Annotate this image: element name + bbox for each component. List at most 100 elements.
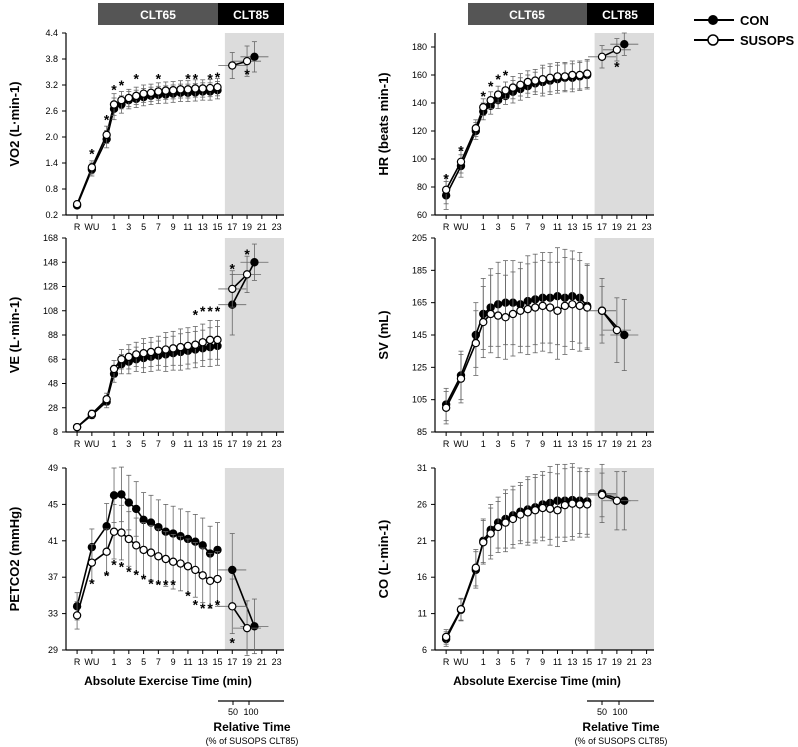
data-point [538,503,547,513]
data-point [132,541,141,550]
x-tick-label: 5 [141,222,146,232]
x-tick-label: 9 [540,222,545,232]
data-point [479,317,488,327]
significance-star: * [126,564,132,580]
x-tick-label: 9 [171,439,176,449]
significance-star: * [244,66,250,82]
x-tick-label: 19 [242,222,252,232]
data-point [582,303,592,312]
series-susops-relative [588,286,631,363]
legend-susops-marker [707,34,719,46]
data-point [560,72,570,81]
significance-star: * [111,81,117,97]
y-tick-label: 11 [418,609,427,619]
x-tick-label: R [443,222,450,232]
x-tick-label: 23 [272,222,282,232]
legend-con-marker [708,15,718,25]
y-tick-label: 85 [417,427,427,437]
series-line [76,89,218,206]
data-point [242,270,252,279]
data-point [479,102,488,112]
significance-star: * [230,260,236,276]
significance-star: * [170,576,176,592]
x-tick-label: 17 [597,222,607,232]
significance-star: * [193,71,199,87]
series-susops [441,466,592,645]
x-tick-label: 11 [183,439,192,449]
y-tick-label: 2.6 [45,106,58,116]
y-tick-label: 49 [48,463,58,473]
x-tick-label: 17 [227,439,237,449]
y-tick-label: 29 [48,645,58,655]
data-point [132,504,141,514]
data-point [501,518,510,527]
x-tick-label: 3 [126,657,131,667]
y-tick-label: 3.8 [45,54,58,64]
significance-star: * [156,71,162,87]
y-tick-label: 16 [417,572,427,582]
y-tick-label: 3.2 [45,80,58,90]
data-point [124,93,134,103]
series-line [445,502,588,638]
data-point [441,632,451,642]
y-tick-label: 68 [48,354,58,364]
x-tick-label: 9 [540,439,545,449]
data-point [523,77,532,87]
data-point [168,85,178,95]
relative-title-right: Relative Time [582,720,659,734]
significance-star: * [207,600,213,616]
y-tick-label: 6 [422,645,427,655]
data-point [516,510,525,519]
relative-subtitle-left: (% of SUSOPS CLT85) [206,736,299,746]
data-point [516,306,525,315]
x-tick-label: 23 [642,657,652,667]
x-tick-label: 11 [183,657,192,667]
data-point [242,56,252,66]
data-point [471,123,481,133]
data-point [183,341,193,351]
y-tick-label: 0.8 [45,184,58,194]
y-tick-label: 26 [417,499,427,509]
significance-star: * [200,303,206,319]
x-tick-label: 3 [126,439,131,449]
x-tick-label: 7 [156,657,161,667]
x-tick-label: 17 [597,439,607,449]
data-point [102,130,111,140]
data-point [146,548,156,557]
data-point [471,338,481,348]
significance-star: * [207,303,213,319]
data-point [146,347,156,357]
data-point [168,344,178,353]
y-tick-label: 1.4 [45,158,58,168]
data-point [250,258,259,267]
data-point [441,403,451,412]
significance-star: * [193,306,199,322]
x-tick-label: WU [84,657,99,667]
banner-clt85-left: CLT85 [233,8,269,22]
data-point [72,422,82,432]
y-tick-label: 205 [412,233,427,243]
data-point [72,199,82,209]
y-tick-label: 108 [43,306,58,316]
x-tick-label: R [74,439,81,449]
significance-star: * [215,69,221,85]
significance-star: * [215,597,221,613]
significance-star: * [111,556,117,572]
y-tick-label: 185 [412,265,427,275]
x-tick-label: R [74,657,81,667]
banner-left: CLT65 CLT85 [98,3,284,25]
data-point [553,506,562,515]
data-point [139,545,148,555]
series-susops [72,78,222,209]
series-susops-relative [218,45,262,79]
x-tick-label: 13 [198,439,208,449]
relative-title-left: Relative Time [213,720,290,734]
y-tick-label: 45 [48,499,58,509]
x-tick-label: 21 [627,222,637,232]
data-point [146,88,156,98]
series-susops [441,256,592,425]
y-tick-label: 88 [48,330,58,340]
significance-star: * [207,71,213,87]
